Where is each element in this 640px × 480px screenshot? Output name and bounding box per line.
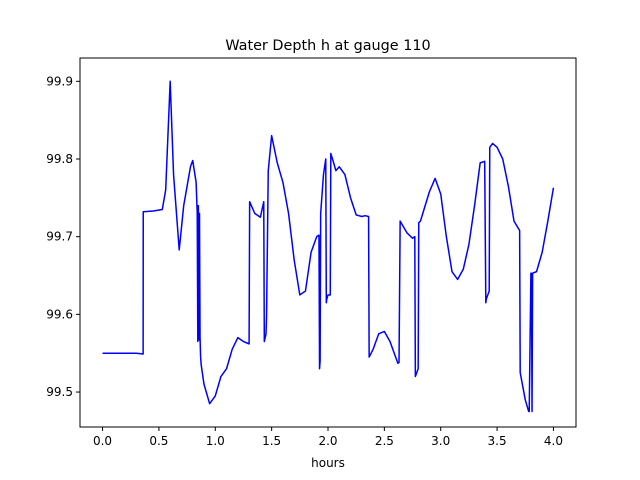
x-tick-label: 2.0 [318, 434, 337, 448]
x-axis-label: hours [311, 456, 345, 470]
y-tick-label: 99.9 [46, 74, 73, 88]
x-axis-ticks: 0.0 0.5 1.0 1.5 2.0 2.5 3.0 3.5 4.0 [93, 427, 563, 448]
x-tick-label: 1.5 [262, 434, 281, 448]
x-tick-label: 3.0 [431, 434, 450, 448]
y-tick-label: 99.6 [46, 307, 73, 321]
water-depth-series-line [102, 80, 555, 413]
y-axis-ticks: 99.5 99.6 99.7 99.8 99.9 [46, 74, 80, 399]
x-tick-label: 0.0 [93, 434, 112, 448]
y-tick-label: 99.8 [46, 152, 73, 166]
x-tick-label: 3.5 [488, 434, 507, 448]
y-tick-label: 99.5 [46, 385, 73, 399]
x-tick-label: 1.0 [206, 434, 225, 448]
y-tick-label: 99.7 [46, 230, 73, 244]
plot-area [102, 80, 555, 413]
x-tick-label: 2.5 [375, 434, 394, 448]
chart-title: Water Depth h at gauge 110 [225, 38, 430, 54]
x-tick-label: 4.0 [544, 434, 563, 448]
x-tick-label: 0.5 [149, 434, 168, 448]
